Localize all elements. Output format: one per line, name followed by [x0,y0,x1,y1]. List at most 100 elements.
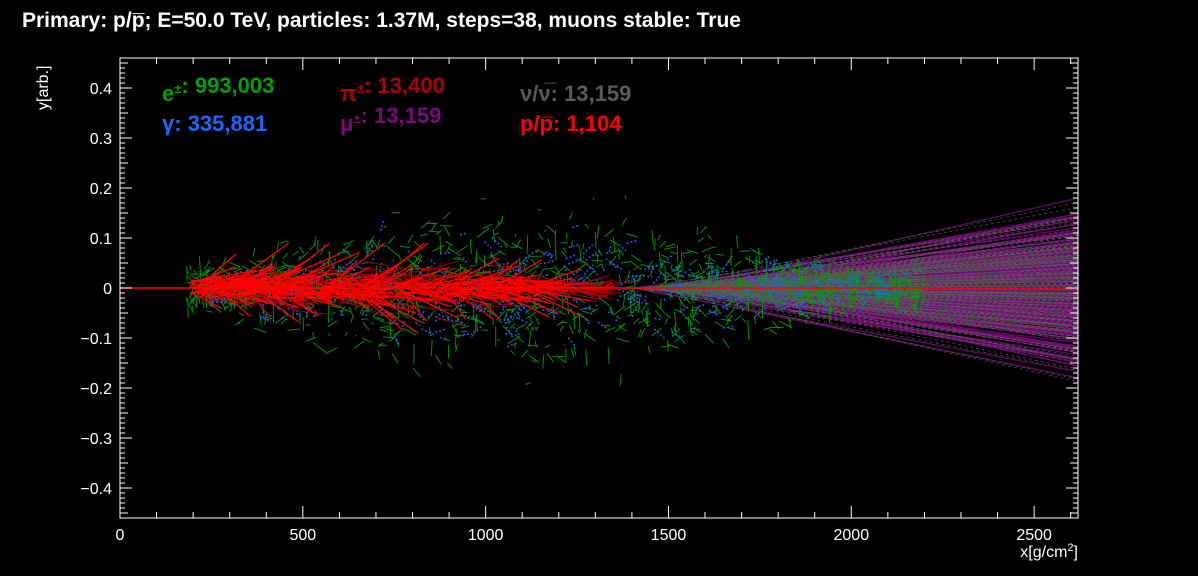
track [508,331,514,339]
track [528,354,540,364]
track [743,287,754,294]
track [514,261,527,265]
track [469,265,475,267]
track [789,267,801,273]
track [828,287,834,296]
track [626,239,637,245]
track [525,382,531,385]
track [897,274,900,286]
track [734,314,742,321]
track [666,243,676,248]
track [691,287,1078,330]
track [284,288,314,306]
track [201,267,215,277]
track [754,311,762,319]
track [715,305,717,315]
track [631,300,638,306]
x-tick-label: 1000 [468,527,504,544]
track [792,293,795,302]
track [743,288,747,293]
track [455,343,458,353]
track [357,291,419,334]
track [378,262,383,273]
track [386,322,399,325]
track [638,317,649,324]
track [285,311,289,314]
track [259,313,262,326]
track [669,291,673,300]
track [862,296,872,299]
track [517,304,526,315]
track [200,276,225,289]
track [484,240,492,249]
track [845,278,849,287]
track [504,331,510,336]
track [217,290,280,297]
track [838,295,842,301]
track [305,323,311,327]
track [505,326,514,337]
track [560,250,567,258]
track [678,278,684,283]
track [922,283,931,287]
x-tick-label: 500 [289,527,316,544]
track [481,279,528,291]
track [680,296,687,302]
track [476,320,485,326]
track [659,202,1078,289]
track [741,302,749,312]
track [629,295,637,301]
track [398,310,410,319]
track [350,313,354,323]
track [387,246,400,257]
track [823,271,828,279]
track [476,227,490,239]
track [716,253,725,256]
track [654,287,1078,311]
track [712,274,718,278]
track [708,262,1078,289]
track [793,260,799,270]
track [677,272,684,278]
track [312,342,326,353]
track [569,308,577,319]
track [672,290,681,295]
track [622,295,626,309]
track [747,273,756,283]
track [234,318,244,326]
track [723,325,736,329]
track [420,220,431,229]
track [693,218,1078,289]
track [731,280,744,289]
track [591,259,604,262]
track [911,302,915,307]
track [488,251,502,259]
track [536,249,547,255]
y-tick-label: −0.2 [80,381,112,398]
track [618,250,621,256]
track [870,279,879,284]
track [531,359,537,363]
track [792,268,796,277]
track [445,243,451,253]
track [688,273,699,278]
track [672,287,1078,328]
track [623,304,634,311]
track [299,246,305,254]
track [813,289,824,294]
track [795,306,809,318]
track [775,276,787,282]
track [482,223,493,230]
track [697,237,705,243]
track [314,276,354,296]
track [237,283,263,298]
track [690,292,699,301]
x-axis-ticks: 0 500 1000 1500 2000 2500 [116,58,1072,544]
track [505,320,512,324]
track [659,298,662,310]
track [395,267,400,276]
track [368,264,413,292]
track [625,233,639,238]
track [542,354,545,369]
